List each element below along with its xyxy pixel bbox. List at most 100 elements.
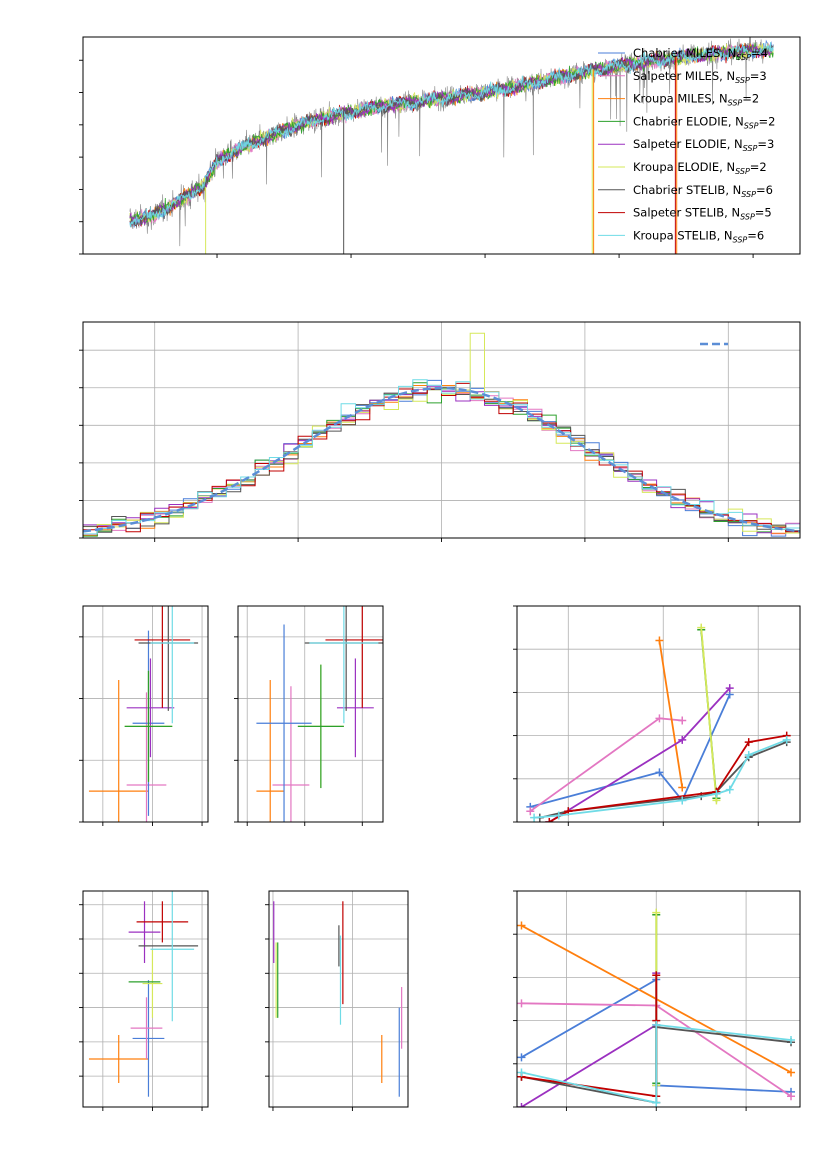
legend-label-tail: =6: [747, 228, 764, 242]
panel-age_vs_Z: [79, 605, 209, 826]
legend-label-text: Salpeter ELODIE, N: [633, 137, 743, 151]
series-kroupa_miles: [655, 636, 687, 792]
plot-area: [526, 623, 791, 822]
legend-label-text: Kroupa MILES, N: [633, 92, 728, 106]
point-marker: [517, 999, 526, 1008]
errorbar-kroupa_miles: [88, 680, 149, 822]
axes-frame: [237, 605, 384, 823]
plot-area: [273, 901, 403, 1097]
point-marker: [712, 789, 721, 798]
point-marker: [655, 636, 664, 645]
plot-area: [129, 37, 774, 254]
errorbar-salpeter_elodie: [128, 901, 161, 963]
point-marker: [744, 751, 753, 760]
legend-label-sub: SSP: [736, 53, 751, 62]
point-marker: [655, 714, 664, 723]
errorbar-salpeter_stelib: [134, 606, 191, 708]
legend-label: Chabrier MILES, NSSP=4: [633, 46, 768, 62]
legend-label-sub: SSP: [740, 213, 755, 222]
legend-label: Salpeter STELIB, NSSP=5: [633, 206, 772, 222]
legend-entry: Salpeter ELODIE, NSSP=3: [598, 137, 774, 153]
legend-label-tail: =3: [750, 69, 767, 83]
plot-area: [256, 606, 383, 822]
errorbar-kroupa_elodie: [142, 949, 163, 1018]
point-marker: [787, 1036, 796, 1045]
series-line: [530, 694, 731, 808]
errorbar-salpeter_elodie: [336, 658, 374, 758]
point-marker: [655, 768, 664, 777]
legend-entry: Kroupa STELIB, NSSP=6: [598, 228, 764, 244]
legend-label-tail: =3: [757, 137, 774, 151]
series-kroupa_stelib: [517, 1020, 796, 1107]
point-marker: [725, 684, 734, 693]
point-marker: [678, 783, 687, 792]
series-salpeter_elodie: [545, 684, 734, 822]
series-line: [521, 975, 658, 1098]
point-marker: [787, 1068, 796, 1077]
point-marker: [652, 971, 661, 980]
series-kroupa_stelib: [530, 735, 791, 822]
errorbar-salpeter_stelib: [136, 901, 189, 943]
point-marker: [787, 1092, 796, 1101]
legend-label-text: Kroupa ELODIE, N: [633, 160, 735, 174]
legend-label-text: Chabrier STELIB, N: [633, 183, 741, 197]
errorbar-chabrier_elodie: [297, 664, 344, 789]
errorbar-kroupa_miles: [256, 680, 285, 822]
errorbar-kroupa_stelib: [150, 606, 195, 724]
point-marker: [652, 1020, 661, 1029]
normal-curve-line: [83, 386, 800, 533]
point-marker: [725, 785, 734, 794]
legend-label-sub: SSP: [744, 121, 759, 130]
legend-label: Chabrier ELODIE, NSSP=2: [633, 114, 775, 130]
model-line-salpeter_elodie: [129, 43, 774, 226]
series-salpeter_miles: [526, 714, 687, 816]
plot-area: [83, 332, 800, 537]
legend-label-text: Chabrier MILES, N: [633, 46, 736, 60]
panel-weight_vs_Z: [513, 890, 801, 1111]
point-marker: [744, 738, 753, 747]
point-marker: [517, 921, 526, 930]
errorbar-salpeter_elodie: [126, 658, 175, 758]
point-marker: [678, 716, 687, 725]
point-marker: [517, 1103, 526, 1107]
point-marker: [526, 807, 535, 816]
legend-label-sub: SSP: [733, 235, 748, 244]
legend-label-tail: =5: [755, 206, 772, 220]
legend-label-tail: =2: [750, 160, 767, 174]
plot-area: [88, 606, 199, 822]
legend-label-tail: =2: [742, 92, 759, 106]
legend-label-tail: =2: [759, 114, 776, 128]
legend-label: Kroupa ELODIE, NSSP=2: [633, 160, 767, 176]
errorbar-kroupa_stelib: [150, 891, 195, 1022]
legend-label-text: Salpeter STELIB, N: [633, 206, 740, 220]
panel-age_vs_mass: [234, 605, 384, 826]
errorbar-chabrier_elodie: [124, 670, 173, 782]
point-marker: [697, 623, 706, 632]
model-line-chabrier_elodie: [129, 42, 774, 225]
legend-label-text: Salpeter MILES, N: [633, 69, 735, 83]
legend-label-sub: SSP: [735, 76, 750, 85]
legend-label: Kroupa STELIB, NSSP=6: [633, 228, 764, 244]
legend-label-sub: SSP: [728, 99, 743, 108]
errorbar-chabrier_miles: [132, 980, 165, 1097]
legend-entry: Chabrier ELODIE, NSSP=2: [598, 114, 775, 130]
series-line: [539, 741, 788, 819]
point-marker: [652, 1098, 661, 1107]
errorbar-kroupa_stelib: [309, 606, 379, 724]
legend-label-sub: SSP: [735, 167, 750, 176]
point-marker: [678, 735, 687, 744]
errorbar-salpeter_miles: [130, 997, 163, 1059]
errorbar-salpeter_miles: [126, 692, 167, 822]
point-marker: [554, 811, 563, 820]
plot-area: [88, 891, 199, 1097]
series-line: [521, 1023, 792, 1104]
legend-label-sub: SSP: [743, 144, 758, 153]
panel-mass_vs_ebv: [265, 890, 409, 1111]
point-marker: [517, 1068, 526, 1077]
legend-label-tail: =4: [751, 46, 768, 60]
errorbar-chabrier_miles: [256, 624, 312, 822]
point-marker: [530, 813, 539, 822]
